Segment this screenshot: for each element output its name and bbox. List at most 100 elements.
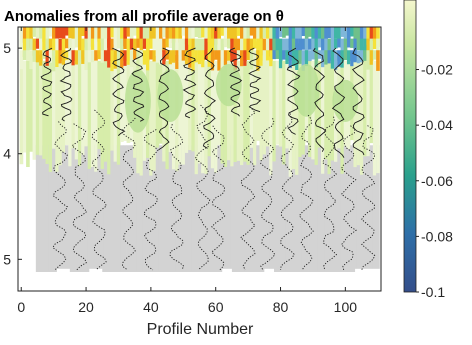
- heatmap-cell: [272, 50, 277, 60]
- heatmap-cell: [262, 60, 267, 155]
- heatmap-cell: [165, 50, 170, 60]
- contour-line-solid: [40, 47, 53, 117]
- heatmap-cell: [278, 145, 283, 272]
- heatmap-cell: [359, 60, 364, 175]
- heatmap-cell: [77, 60, 82, 166]
- contour-line-dotted: [239, 108, 256, 271]
- heatmap-cell: [32, 27, 37, 37]
- heatmap-cells: [19, 27, 381, 289]
- heatmap-cell: [243, 145, 247, 272]
- heatmap-cell: [265, 38, 270, 59]
- heatmap-cell: [100, 50, 105, 63]
- heatmap-cell: [308, 38, 312, 50]
- heatmap-cell: [71, 38, 76, 51]
- heatmap-cell: [346, 38, 351, 48]
- heatmap-cell: [123, 27, 127, 47]
- heatmap-cell: [133, 38, 137, 52]
- heatmap-cell: [278, 27, 283, 37]
- contour-line-solid: [112, 47, 126, 136]
- colorbar-tick-label: -0.1: [421, 284, 445, 300]
- heatmap-cell: [142, 50, 147, 65]
- heatmap-cell: [233, 27, 238, 39]
- heatmap-cell: [197, 145, 202, 272]
- heatmap-cell: [32, 38, 37, 56]
- heatmap-cell: [376, 145, 380, 272]
- heatmap-cell: [304, 50, 309, 67]
- heatmap-cell: [363, 38, 367, 57]
- heatmap-cell: [48, 50, 53, 63]
- y-axis: 5 4 5: [3, 40, 22, 267]
- heatmap-cell: [32, 60, 37, 160]
- heatmap-cell: [265, 145, 270, 272]
- heatmap-cell: [123, 145, 127, 272]
- contour-line-solid: [286, 47, 301, 135]
- heatmap-cell: [359, 50, 364, 63]
- heatmap-cell: [262, 145, 267, 272]
- heatmap-cell: [269, 38, 273, 57]
- heatmap-cell: [155, 38, 160, 56]
- heatmap-cell: [288, 38, 293, 55]
- heatmap-cell: [139, 38, 144, 53]
- heatmap-cell: [155, 50, 160, 63]
- heatmap-cell: [194, 38, 199, 59]
- heatmap-cell: [171, 145, 176, 272]
- heatmap-cell: [291, 38, 296, 55]
- heatmap-cell: [275, 27, 280, 44]
- heatmap-cell: [230, 145, 234, 272]
- heatmap-cell: [133, 27, 137, 36]
- heatmap-cell: [285, 50, 290, 65]
- heatmap-cell: [262, 27, 267, 39]
- heatmap-cell: [220, 145, 225, 272]
- heatmap-cell: [256, 27, 260, 42]
- heatmap-cell: [152, 50, 157, 62]
- heatmap-cell: [110, 50, 115, 72]
- heatmap-cell: [84, 27, 89, 48]
- heatmap-cell: [52, 60, 56, 149]
- heatmap-cell: [243, 50, 247, 66]
- heatmap-cell: [191, 38, 196, 56]
- heatmap-cell: [321, 38, 325, 52]
- heatmap-cell: [126, 50, 131, 65]
- heatmap-cell: [155, 27, 160, 42]
- heatmap-cell: [188, 27, 192, 45]
- heatmap-cell: [223, 60, 228, 167]
- heatmap-cell: [240, 27, 244, 46]
- heatmap-cell: [207, 145, 212, 272]
- heatmap-cell: [372, 27, 377, 41]
- heatmap-cell: [204, 145, 208, 272]
- heatmap-cell: [194, 60, 199, 175]
- heatmap-cell: [204, 27, 208, 45]
- x-tick-label: 40: [143, 299, 159, 315]
- heatmap-cell: [308, 50, 312, 62]
- heatmap-cell: [330, 145, 335, 272]
- heatmap-cell: [304, 27, 309, 48]
- heatmap-cell: [136, 50, 140, 69]
- heatmap-cell: [48, 60, 53, 172]
- heatmap-cell: [337, 38, 341, 48]
- heatmap-cell: [317, 27, 322, 46]
- heatmap-cell: [39, 60, 43, 156]
- heatmap-cell: [288, 60, 293, 177]
- heatmap-cell: [262, 38, 267, 56]
- heatmap-cell: [129, 27, 134, 41]
- heatmap-cell: [116, 50, 121, 64]
- heatmap-cell: [68, 38, 72, 52]
- heatmap-cell: [240, 38, 244, 59]
- heatmap-cell: [107, 27, 111, 48]
- plot-frame: [17, 26, 382, 292]
- contour-line-solid: [312, 47, 327, 152]
- heatmap-cell: [181, 145, 186, 272]
- heatmap-cell: [65, 50, 69, 61]
- heatmap-cell: [366, 27, 371, 45]
- heatmap-cell: [308, 145, 312, 272]
- heatmap-cell: [58, 60, 63, 166]
- heatmap-cell: [301, 145, 306, 272]
- heatmap-cell: [324, 27, 328, 44]
- data-gap: [355, 268, 381, 289]
- x-axis-label: Profile Number: [147, 321, 254, 338]
- heatmap-cell: [103, 50, 108, 62]
- heatmap-cell: [246, 145, 251, 272]
- heatmap-cell: [120, 38, 124, 57]
- heatmap-cell: [233, 50, 238, 71]
- heatmap-cell: [249, 145, 254, 272]
